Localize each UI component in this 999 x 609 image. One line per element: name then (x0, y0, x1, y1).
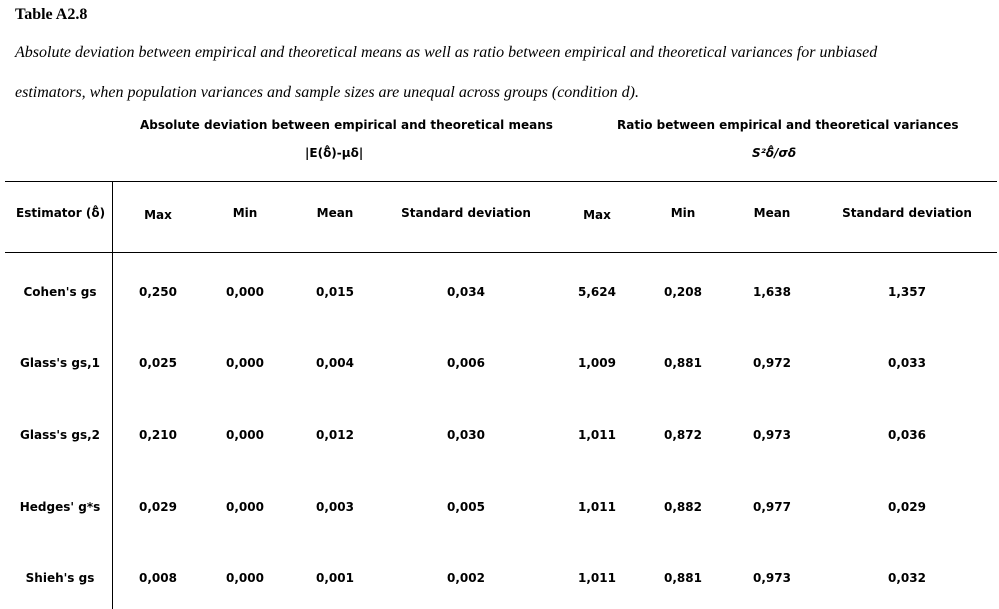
table-cell: 0,973 (753, 571, 791, 585)
row-label: Hedges' g*s (19, 500, 101, 514)
table-cell: 0,003 (316, 500, 354, 514)
column-header-max: Max (144, 208, 172, 222)
table-cell: 0,029 (139, 500, 177, 514)
table-cell: 0,033 (888, 356, 926, 370)
table-cell: 0,002 (447, 571, 485, 585)
table-cell: 0,872 (664, 428, 702, 442)
table-cell: 0,973 (753, 428, 791, 442)
table-cell: 0,000 (226, 428, 264, 442)
table-cell: 0,004 (316, 356, 354, 370)
table-cell: 0,034 (447, 285, 485, 299)
table-cell: 5,624 (578, 285, 616, 299)
column-header-min: Min (232, 206, 258, 220)
column-header-mean: Mean (753, 206, 791, 220)
table-cell: 0,025 (139, 356, 177, 370)
row-label: Glass's gs,1 (20, 356, 100, 370)
table-title: Table A2.8 (15, 6, 88, 23)
table-cell: 0,000 (226, 356, 264, 370)
column-header-standard-deviation: Standard deviation (842, 206, 972, 220)
column-header-mean: Mean (316, 206, 354, 220)
table-cell: 0,210 (139, 428, 177, 442)
table-cell: 1,011 (578, 571, 616, 585)
table-cell: 1,638 (753, 285, 791, 299)
group-formula-absolute-deviation: |E(δ̂)-μδ| (305, 146, 364, 160)
table-cell: 0,000 (226, 571, 264, 585)
table-cell: 0,972 (753, 356, 791, 370)
table-cell: 0,001 (316, 571, 354, 585)
column-header-standard-deviation: Standard deviation (401, 206, 531, 220)
table-cell: 0,036 (888, 428, 926, 442)
table-cell: 0,977 (753, 500, 791, 514)
group-formula-variance-ratio: S²δ̂/σδ (752, 146, 797, 160)
table-cell: 0,208 (664, 285, 702, 299)
group-header-absolute-deviation: Absolute deviation between empirical and… (140, 118, 553, 132)
row-label: Shieh's gs (25, 571, 95, 585)
row-label: Glass's gs,2 (20, 428, 100, 442)
table-cell: 0,881 (664, 571, 702, 585)
table-cell: 0,012 (316, 428, 354, 442)
table-caption-line-1: Absolute deviation between empirical and… (15, 44, 878, 61)
table-header-rule (5, 252, 997, 253)
table-cell: 0,032 (888, 571, 926, 585)
table-cell: 0,015 (316, 285, 354, 299)
table-cell: 0,881 (664, 356, 702, 370)
table-vertical-rule (112, 181, 113, 609)
table-cell: 1,009 (578, 356, 616, 370)
table-cell: 0,008 (139, 571, 177, 585)
table-cell: 0,029 (888, 500, 926, 514)
table-cell: 0,005 (447, 500, 485, 514)
column-header-estimator: Estimator (δ̂) (16, 206, 106, 220)
table-cell: 0,000 (226, 285, 264, 299)
row-label: Cohen's gs (23, 285, 97, 299)
table-cell: 1,011 (578, 428, 616, 442)
table-cell: 0,030 (447, 428, 485, 442)
column-header-max: Max (583, 208, 611, 222)
table-cell: 0,882 (664, 500, 702, 514)
table-cell: 0,006 (447, 356, 485, 370)
table-cell: 1,357 (888, 285, 926, 299)
table-top-rule (5, 181, 997, 182)
table-cell: 0,250 (139, 285, 177, 299)
table-cell: 1,011 (578, 500, 616, 514)
column-header-min: Min (670, 206, 696, 220)
group-header-variance-ratio: Ratio between empirical and theoretical … (617, 118, 959, 132)
table-caption-line-2: estimators, when population variances an… (15, 84, 639, 101)
table-cell: 0,000 (226, 500, 264, 514)
